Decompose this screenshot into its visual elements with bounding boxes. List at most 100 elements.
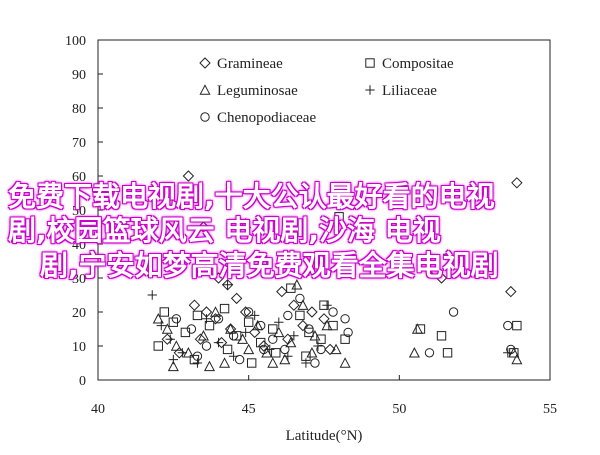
leguminosae-point <box>243 343 255 355</box>
compositae-point <box>222 344 233 355</box>
chenopodiaceae-point <box>304 324 314 334</box>
leguminosae-point <box>408 347 420 358</box>
gramineae-legend-marker <box>199 57 211 69</box>
leguminosae-point <box>219 357 231 368</box>
compositae-point <box>442 348 453 358</box>
y-tick-label: 60 <box>72 170 86 185</box>
leguminosae-point <box>411 323 423 334</box>
liliaceae-point <box>262 256 272 266</box>
leguminosae-point <box>261 347 273 358</box>
leguminosae-point <box>237 333 249 344</box>
chenopodiaceae-point <box>283 310 293 321</box>
gramineae-point <box>221 279 234 291</box>
y-tick-label: 0 <box>79 374 86 389</box>
leguminosae-point <box>291 279 303 290</box>
liliaceae-point <box>240 327 251 338</box>
compositae-point <box>295 310 305 321</box>
compositae-point <box>159 307 169 317</box>
leguminosae-point <box>170 340 182 351</box>
chenopodiaceae-point <box>310 358 320 368</box>
chenopodiaceae-point <box>259 344 269 355</box>
compositae-point <box>231 331 242 341</box>
leguminosae-point <box>167 360 179 372</box>
gramineae-point <box>188 299 201 311</box>
gramineae-point <box>505 285 517 298</box>
chenopodiaceae-point <box>343 327 353 338</box>
liliaceae-legend-marker <box>365 85 375 95</box>
gramineae-point <box>212 272 225 284</box>
liliaceae-point <box>192 358 203 368</box>
gramineae-point <box>288 299 300 311</box>
gramineae-point <box>209 313 222 325</box>
chenopodiaceae-point <box>295 293 305 304</box>
y-tick-label: 20 <box>72 306 86 321</box>
liliaceae-point <box>304 266 314 276</box>
leguminosae-point <box>161 323 173 334</box>
gramineae-point <box>224 323 237 335</box>
scatter-markers <box>147 170 523 372</box>
chenopodiaceae-point <box>171 314 182 324</box>
x-axis-ticks: 40 45 50 55 <box>91 375 557 417</box>
compositae-point <box>328 320 338 331</box>
leguminosae-point <box>339 357 351 368</box>
leguminosae-point <box>267 357 279 368</box>
leguminosae-point <box>240 217 252 229</box>
overlay-text-line-2: 剧,校园篮球风云 电视剧,沙海 电视 <box>8 214 441 247</box>
gramineae-point <box>230 292 243 305</box>
compositae-legend-marker <box>365 58 375 68</box>
leguminosae-point <box>273 326 285 338</box>
gramineae-point <box>306 306 318 318</box>
compositae-point <box>436 331 447 341</box>
liliaceae-point <box>337 259 347 270</box>
gramineae-point <box>276 285 288 298</box>
compositae-point <box>268 324 278 334</box>
gramineae-point <box>182 170 195 182</box>
leguminosae-point <box>309 330 321 341</box>
leguminosae-point <box>330 343 342 355</box>
liliaceae-point <box>289 331 299 341</box>
leguminosae-point <box>197 330 209 341</box>
gramineae-point <box>248 326 261 339</box>
gramineae-legend-label: Gramineae <box>217 56 283 72</box>
compositae-point <box>271 348 281 358</box>
chenopodiaceae-point <box>234 354 245 365</box>
leguminosae-point <box>511 353 523 365</box>
compositae-point <box>243 317 254 327</box>
y-tick-label: 80 <box>72 102 86 117</box>
chenopodiaceae-point <box>280 344 290 355</box>
gramineae-point <box>197 221 210 233</box>
leguminosae-legend-marker <box>199 84 211 95</box>
chenopodiaceae-legend-marker <box>200 112 210 122</box>
chenopodiaceae-point <box>268 334 278 344</box>
y-tick-label: 70 <box>72 136 86 151</box>
liliaceae-point <box>322 300 332 310</box>
leguminosae-point <box>279 353 291 365</box>
liliaceae-point <box>442 249 453 259</box>
chenopodiaceae-point <box>424 348 435 358</box>
leguminosae-point <box>321 319 333 331</box>
legend: Gramineae Compositae Leguminosae Liliaceae C… <box>199 56 454 126</box>
gramineae-point <box>194 333 207 345</box>
gramineae-point <box>318 313 330 325</box>
liliaceae-point <box>177 348 188 358</box>
y-tick-label: 10 <box>72 340 86 355</box>
liliaceae-point <box>156 320 166 331</box>
leguminosae-point <box>152 313 164 324</box>
compositae-point <box>316 334 326 344</box>
liliaceae-point <box>283 351 293 361</box>
chenopodiaceae-point <box>213 314 224 324</box>
liliaceae-point <box>165 334 176 344</box>
liliaceae-point <box>274 317 284 327</box>
y-tick-label: 40 <box>72 238 86 253</box>
chenopodiaceae-point <box>256 320 266 331</box>
x-tick-label: 55 <box>543 402 557 417</box>
chenopodiaceae-point <box>448 307 459 317</box>
gramineae-point <box>258 340 270 352</box>
liliaceae-legend-label: Liliaceae <box>382 83 437 99</box>
y-tick-label: 100 <box>65 34 86 49</box>
compositae-point <box>204 320 215 331</box>
compositae-point <box>192 310 203 321</box>
leguminosae-point <box>203 360 216 372</box>
chenopodiaceae-point <box>192 351 203 361</box>
